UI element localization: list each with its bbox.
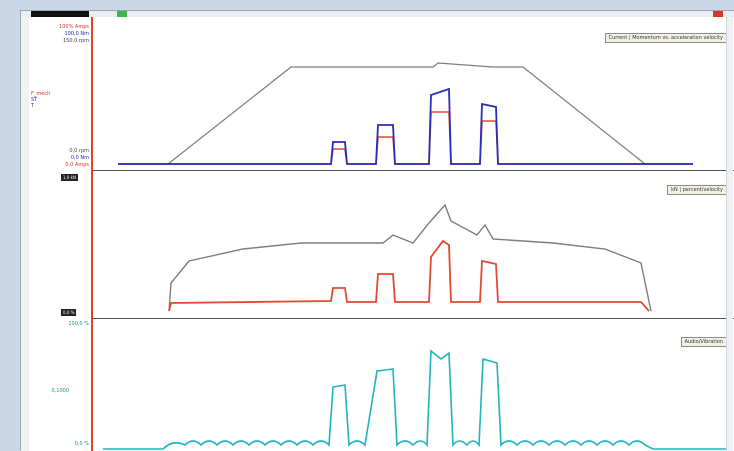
p1-plot [118, 62, 693, 165]
p3-mid-value: 0,1000 [51, 388, 70, 394]
p1-side-label-1: F_mech [31, 91, 51, 97]
p2-gray-trace [168, 203, 652, 312]
toolbar-dark-segment [31, 11, 89, 17]
panel-current-momentum: Current | Momentum vs. acceleration velo… [93, 17, 734, 171]
p2-red-trace [168, 239, 650, 312]
p1-bottom-unit-1: 0,0 rpm [69, 148, 89, 154]
p3-bottom-value: 0,0 % [74, 441, 89, 447]
p1-bottom-unit-3: 0,0 Amps [65, 162, 89, 168]
p2-top-value: 1,0 kN [61, 174, 78, 181]
p2-plot [168, 203, 652, 312]
time-cursor-line[interactable] [91, 17, 93, 451]
p3-teal-trace [103, 349, 733, 450]
p1-gray-trace [118, 62, 693, 165]
start-marker-icon[interactable] [117, 11, 127, 17]
p1-side-label-2: ST [31, 97, 38, 103]
panel-vibration: Audio/Vibration [93, 319, 734, 451]
p1-top-unit-3: 150,0 rpm [62, 38, 89, 44]
p1-red-trace [118, 111, 693, 165]
end-marker-icon[interactable] [713, 11, 723, 17]
p1-top-unit-2: 100,0 Nm [64, 31, 89, 37]
p3-top-value: 100,0 % [68, 321, 89, 327]
app-window: 100% Amps 100,0 Nm 150,0 rpm F_mech ST T… [20, 10, 734, 451]
p3-plot [103, 349, 733, 450]
p1-side-label-3: T [31, 103, 35, 109]
p1-top-unit-1: 100% Amps [59, 24, 89, 30]
p1-bottom-unit-2: 0,0 Nm [70, 155, 89, 161]
vertical-scrollbar[interactable] [726, 17, 733, 451]
p2-bottom-value: 0,0 % [61, 309, 77, 316]
panel-force: kN | percent/velocity [93, 171, 734, 319]
p1-blue-trace [118, 87, 693, 165]
y-axis-column: 100% Amps 100,0 Nm 150,0 rpm F_mech ST T… [29, 17, 91, 451]
